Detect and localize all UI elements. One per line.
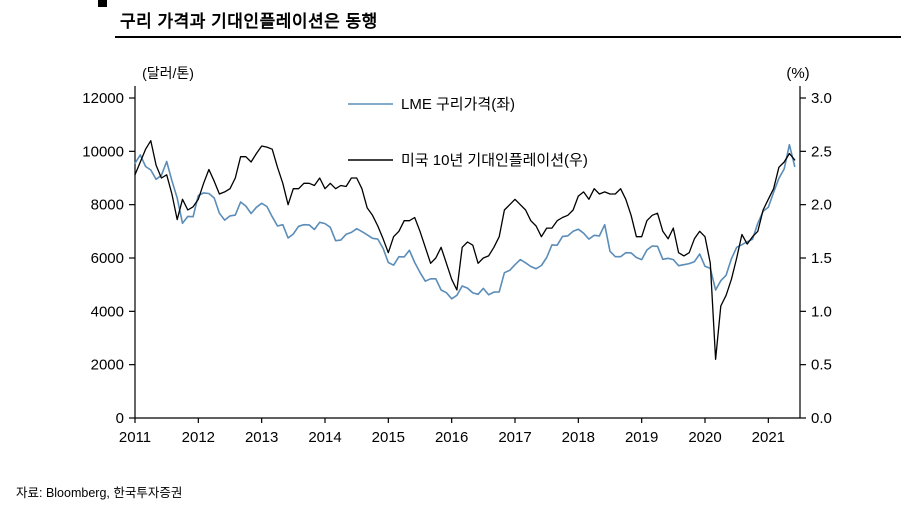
copper-inflation-line-chart: (달러/톤) (%) 0 2000 4000 6000 8000 10000 12000 0.0 0…	[82, 65, 832, 446]
y-right-tick-label: 3.0	[811, 90, 832, 107]
right-axis-unit-label: (%)	[786, 65, 809, 82]
x-tick-label: 2012	[182, 429, 215, 446]
left-axis-unit-label: (달러/톤)	[142, 65, 194, 81]
y-left-tick-label: 10000	[82, 143, 124, 160]
y-right-tick-label: 0.5	[811, 357, 832, 374]
legend-label-copper: LME 구리가격(좌)	[401, 96, 515, 113]
series-line-copper	[134, 143, 796, 300]
title-edge-mark	[98, 0, 107, 7]
y-right-tick-label: 2.5	[811, 143, 832, 160]
y-left-tick-label: 6000	[91, 250, 124, 267]
series-line-breakeven	[134, 140, 796, 360]
y-left-tick-label: 2000	[91, 357, 124, 374]
chart-title: 구리 가격과 기대인플레이션은 동행	[120, 12, 378, 31]
y-left-tick-label: 12000	[82, 90, 124, 107]
y-right-tick-label: 1.5	[811, 250, 832, 267]
x-tick-label: 2018	[562, 429, 595, 446]
y-right-tick-label: 0.0	[811, 410, 832, 427]
x-tick-label: 2015	[372, 429, 405, 446]
y-left-tick-label: 4000	[91, 303, 124, 320]
x-tick-label: 2016	[435, 429, 468, 446]
x-tick-label: 2011	[119, 429, 151, 446]
x-tick-label: 2017	[498, 429, 531, 446]
x-tick-label: 2014	[308, 429, 341, 446]
y-right-tick-label: 1.0	[811, 303, 832, 320]
x-tick-label: 2020	[688, 429, 721, 446]
title-underline-rule	[115, 36, 901, 38]
legend-label-breakeven: 미국 10년 기대인플레이션(우)	[401, 152, 588, 169]
y-right-tick-label: 2.0	[811, 197, 832, 214]
y-left-tick-label: 0	[116, 410, 124, 427]
y-left-tick-label: 8000	[91, 197, 124, 214]
x-tick-label: 2013	[245, 429, 278, 446]
x-tick-label: 2019	[625, 429, 658, 446]
x-tick-label: 2021	[752, 429, 785, 446]
source-note: 자료: Bloomberg, 한국투자증권	[16, 486, 183, 500]
